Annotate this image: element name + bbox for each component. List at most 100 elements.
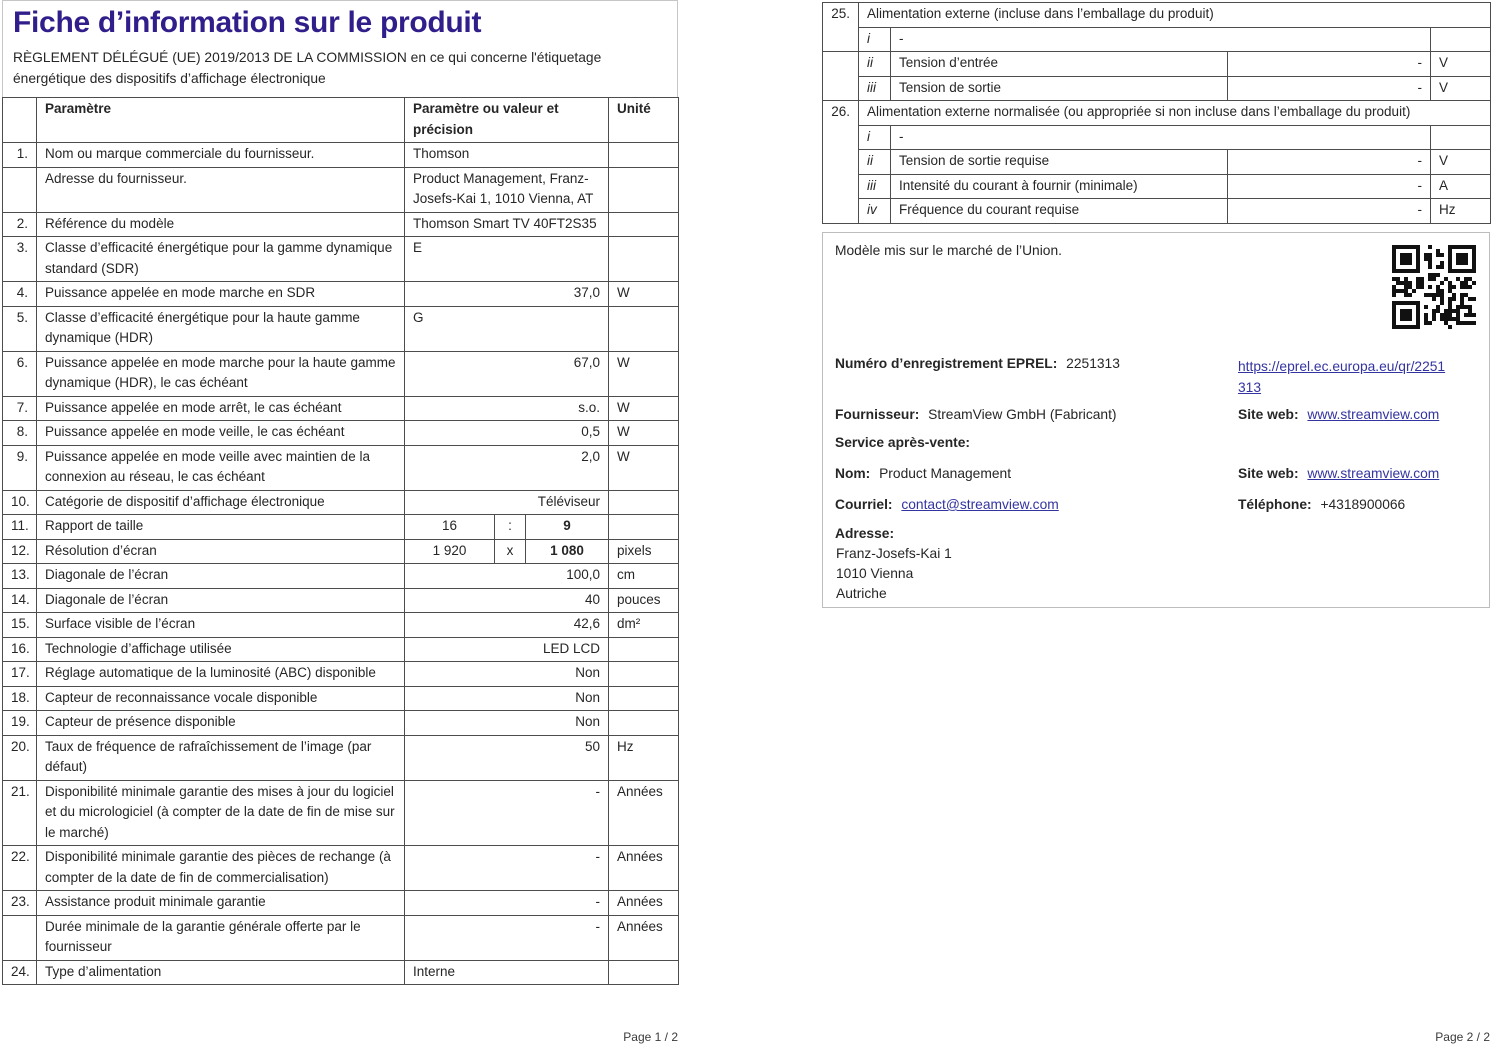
site-web-link-2[interactable]: www.streamview.com bbox=[1307, 466, 1440, 481]
row-number: 10. bbox=[2, 489, 37, 515]
page-1-footer: Page 1 / 2 bbox=[623, 1030, 678, 1044]
site-web-row-2: Site web: www.streamview.com bbox=[1238, 466, 1439, 481]
param-label: Capteur de présence disponible bbox=[36, 710, 405, 736]
table-row: 19. Capteur de présence disponible Non bbox=[2, 710, 679, 736]
param-unit bbox=[608, 685, 679, 711]
param-unit bbox=[608, 305, 679, 352]
split-values: 1 920 x 1 080 bbox=[406, 539, 608, 563]
email-label: Courriel: bbox=[835, 497, 893, 512]
param-label: Assistance produit minimale garantie bbox=[36, 890, 405, 916]
param-label: Type d’alimentation bbox=[36, 959, 405, 985]
row-number bbox=[2, 914, 37, 961]
table-row: 7. Puissance appelée en mode arrêt, le ca… bbox=[2, 395, 679, 421]
param-unit bbox=[608, 661, 679, 687]
param-unit: W bbox=[608, 350, 679, 397]
param-unit bbox=[608, 142, 679, 168]
table-row: 18. Capteur de reconnaissance vocale disp… bbox=[2, 685, 679, 711]
supplier-row: Fournisseur: StreamView GmbH (Fabricant) bbox=[835, 407, 1117, 422]
eprel-label: Numéro d’enregistrement EPREL: bbox=[835, 356, 1058, 371]
param-label: Capteur de reconnaissance vocale disponi… bbox=[36, 685, 405, 711]
param-value: 100,0 bbox=[404, 563, 609, 589]
table-row: ii Tension d’entrée - V bbox=[822, 51, 1492, 101]
after-sales-label: Service après-vente: bbox=[835, 435, 970, 450]
param-unit: Années bbox=[608, 914, 679, 961]
eprel-link[interactable]: https://eprel.ec.europa.eu/qr/2251313 bbox=[1238, 359, 1446, 395]
table-row: 22. Disponibilité minimale garantie des p… bbox=[2, 845, 679, 891]
table-row: 10. Catégorie de dispositif d’affichage é… bbox=[2, 489, 679, 515]
param-label: Surface visible de l’écran bbox=[36, 612, 405, 638]
row-number bbox=[822, 51, 859, 101]
param-value: 37,0 bbox=[404, 281, 609, 307]
table-row: 16. Technologie d’affichage utilisée LED L… bbox=[2, 636, 679, 662]
param-unit: Années bbox=[608, 890, 679, 916]
param-unit bbox=[608, 636, 679, 662]
param-value: - bbox=[1227, 51, 1431, 77]
param-label: Diagonale de l’écran bbox=[36, 563, 405, 589]
row-number: 12. bbox=[2, 538, 37, 564]
param-unit: W bbox=[608, 444, 679, 491]
param-unit bbox=[1429, 124, 1492, 150]
page-2: 25. Alimentation externe (incluse dans l’… bbox=[822, 2, 1492, 608]
param-unit: Années bbox=[608, 845, 679, 891]
table-row: 26. Alimentation externe normalisée (ou a… bbox=[822, 100, 1492, 224]
service-name-row: Nom: Product Management bbox=[835, 466, 1011, 481]
param-value: 0,5 bbox=[404, 420, 609, 446]
param-value: Thomson Smart TV 40FT2S35 bbox=[404, 211, 609, 237]
row-number: 1. bbox=[2, 142, 37, 168]
param-value: - bbox=[1227, 149, 1431, 175]
param-value: - bbox=[404, 779, 609, 846]
table-row: ii Tension de sortie requise - V bbox=[823, 149, 1492, 175]
param-unit: Années bbox=[608, 779, 679, 846]
page-2-footer: Page 2 / 2 bbox=[1435, 1030, 1490, 1044]
param-label: Catégorie de dispositif d’affichage élec… bbox=[36, 489, 405, 515]
param-unit: Hz bbox=[608, 734, 679, 781]
name-value: Product Management bbox=[879, 466, 1012, 481]
param-unit: V bbox=[1429, 149, 1492, 175]
header-num bbox=[2, 97, 37, 143]
param-unit bbox=[1429, 26, 1492, 52]
email-link[interactable]: contact@streamview.com bbox=[901, 497, 1059, 512]
param-value: 2,0 bbox=[404, 444, 609, 491]
table-row: 5. Classe d’efficacité énergétique pour l… bbox=[2, 305, 679, 352]
split-right: 1 080 bbox=[550, 542, 584, 558]
group-header: Alimentation externe normalisée (ou appr… bbox=[857, 100, 1492, 126]
param-value: G bbox=[404, 305, 609, 352]
page-title: Fiche d’information sur le produit bbox=[13, 6, 482, 39]
param-unit bbox=[608, 211, 679, 237]
split-separator: : bbox=[494, 515, 526, 539]
site-web-row: Site web: www.streamview.com bbox=[1238, 407, 1439, 422]
table-row: 1. Nom ou marque commerciale du fournisse… bbox=[2, 142, 679, 168]
site-web-link[interactable]: www.streamview.com bbox=[1307, 407, 1440, 422]
param-value: - bbox=[404, 845, 609, 891]
param-label: - bbox=[890, 26, 1431, 52]
phone-row: Téléphone: +4318900066 bbox=[1238, 497, 1405, 512]
param-value: Non bbox=[404, 685, 609, 711]
row-number: 23. bbox=[2, 890, 37, 916]
sub-index: iv bbox=[858, 198, 891, 224]
row-number: 17. bbox=[2, 661, 37, 687]
split-left: 1 920 bbox=[432, 542, 467, 558]
table-header-row: Paramètre Paramètre ou valeur et précisi… bbox=[2, 97, 679, 143]
eprel-registration: Numéro d’enregistrement EPREL: 2251313 bbox=[835, 356, 1120, 371]
param-value: s.o. bbox=[404, 395, 609, 421]
param-unit bbox=[608, 166, 679, 213]
param-label: Fréquence du courant requise bbox=[890, 198, 1228, 224]
row-number: 24. bbox=[2, 959, 37, 985]
table-row: iv Fréquence du courant requise - Hz bbox=[823, 198, 1492, 224]
param-value: E bbox=[404, 236, 609, 282]
param-unit: V bbox=[1429, 51, 1492, 77]
row-number: 13. bbox=[2, 563, 37, 589]
address-line-1: Franz-Josefs-Kai 1 bbox=[836, 546, 952, 561]
param-label: Disponibilité minimale garantie des mise… bbox=[36, 779, 405, 846]
param-label: Nom ou marque commerciale du fournisseur… bbox=[36, 142, 405, 168]
address-label: Adresse: bbox=[835, 526, 895, 541]
table-row: 23. Assistance produit minimale garantie -… bbox=[2, 890, 679, 916]
param-label: Disponibilité minimale garantie des pièc… bbox=[36, 845, 405, 891]
param-label: Tension de sortie bbox=[890, 75, 1228, 101]
split-left: 16 bbox=[441, 518, 458, 533]
eprel-value: 2251313 bbox=[1066, 356, 1120, 371]
address-line-2: 1010 Vienna bbox=[836, 566, 914, 581]
param-label: Résolution d’écran bbox=[36, 538, 405, 564]
name-label: Nom: bbox=[835, 466, 871, 481]
param-unit: W bbox=[608, 420, 679, 446]
